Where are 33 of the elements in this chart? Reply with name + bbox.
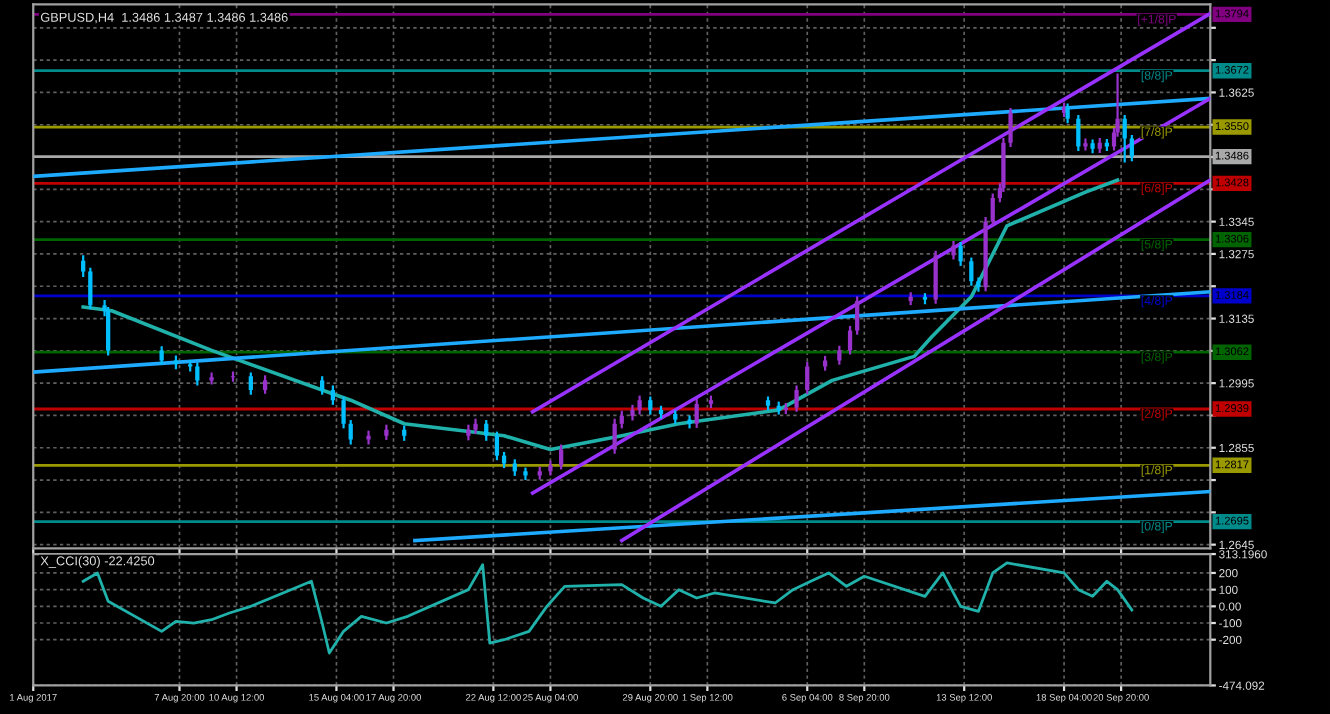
candlestick	[106, 305, 111, 357]
candlestick	[484, 418, 489, 442]
line-series	[81, 178, 1120, 452]
candlestick	[612, 417, 617, 455]
candlestick	[348, 418, 353, 446]
candlestick	[559, 443, 564, 471]
candlestick	[1083, 137, 1088, 152]
candlestick	[794, 384, 799, 413]
candlestick	[958, 240, 963, 268]
candlestick	[320, 375, 325, 396]
candlestick	[1129, 133, 1134, 163]
candlestick	[837, 344, 842, 366]
candlestick	[330, 384, 335, 406]
candlestick	[262, 374, 268, 395]
candlestick	[1076, 113, 1081, 153]
candlestick	[687, 414, 692, 430]
candlestick	[805, 360, 810, 396]
candlestick	[209, 371, 214, 386]
candlestick	[951, 239, 956, 261]
candlestick	[1065, 102, 1070, 125]
candlestick	[694, 397, 699, 430]
candlestick	[637, 394, 642, 416]
candlestick	[248, 371, 253, 396]
candlestick	[494, 430, 500, 462]
candlestick	[159, 345, 164, 366]
candlestick	[366, 429, 371, 446]
candlestick	[1122, 113, 1127, 164]
candlestick	[341, 395, 346, 430]
candlestick	[855, 295, 860, 336]
candlestick	[990, 192, 995, 227]
candlestick	[88, 266, 93, 311]
candlestick	[969, 256, 974, 287]
candlestick	[933, 249, 938, 305]
